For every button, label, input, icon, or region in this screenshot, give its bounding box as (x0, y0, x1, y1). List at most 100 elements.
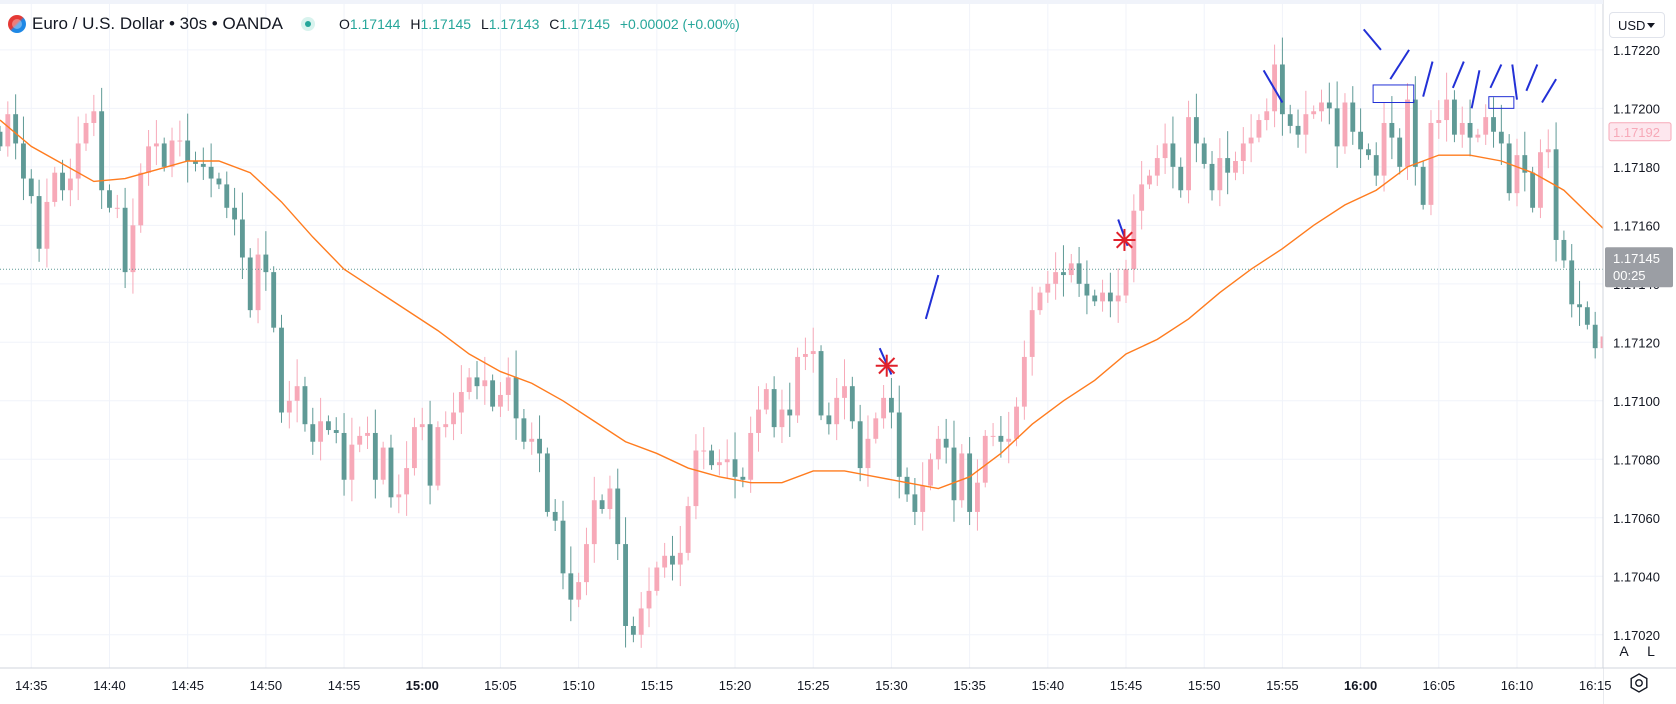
candle-body (1452, 99, 1457, 135)
candle-body (740, 476, 746, 480)
candle-body (552, 511, 558, 521)
candle-body (325, 421, 331, 431)
candle-body (1506, 143, 1512, 194)
symbol-legend[interactable]: Euro / U.S. Dollar • 30s • OANDA O1.1714… (8, 12, 740, 36)
candle-body (1217, 158, 1223, 191)
candle-body (404, 468, 410, 495)
candle-body (99, 111, 105, 191)
candle-body (568, 573, 574, 600)
candle-body (1178, 166, 1184, 191)
candle-body (107, 190, 112, 208)
candle-body (341, 432, 347, 480)
candle-body (1264, 111, 1270, 121)
candle-body (1233, 160, 1238, 173)
time-tick-label: 15:00 (406, 678, 439, 693)
drawing-star-mark (878, 357, 896, 375)
drawing-trend-line (1451, 61, 1465, 89)
candle-body (990, 435, 996, 437)
candle-body (826, 415, 832, 425)
candle-body (1483, 117, 1489, 135)
candle-body (646, 590, 652, 609)
candle-body (1303, 114, 1309, 135)
drawing-trend-line (924, 274, 940, 320)
price-tick-label: 1.17020 (1613, 628, 1660, 643)
candle-body (1045, 283, 1051, 293)
gear-icon[interactable] (1628, 672, 1650, 694)
candle-body (1514, 155, 1520, 194)
time-tick-label: 15:30 (875, 678, 908, 693)
currency-select[interactable]: USD (1609, 12, 1665, 38)
ma-price-label: 1.17192 (1613, 125, 1660, 140)
candle-body (1256, 120, 1262, 138)
candle-body (1240, 143, 1246, 161)
candle-body (732, 459, 738, 477)
candle-body (138, 172, 144, 226)
candle-body (44, 201, 50, 249)
time-tick-label: 15:35 (953, 678, 986, 693)
candle-body (1538, 152, 1543, 208)
candle-body (1037, 292, 1043, 311)
candle-body (114, 207, 120, 209)
candle-body (638, 608, 644, 635)
candle-body (1389, 122, 1395, 138)
candle-body (576, 582, 582, 600)
candle-body (169, 140, 175, 167)
time-tick-label: 16:05 (1423, 678, 1456, 693)
drawing-trend-line (1470, 70, 1481, 109)
candle-body (779, 409, 785, 428)
drawing-star-mark (1115, 231, 1133, 249)
candle-body (13, 114, 19, 144)
ma-price-badge (1608, 122, 1672, 142)
candle-body (216, 178, 222, 185)
candle-body (75, 143, 81, 179)
candle-body (279, 327, 284, 413)
candle-body (380, 447, 386, 480)
candle-body (52, 172, 58, 202)
candle-body (810, 351, 816, 355)
time-tick-label: 14:50 (250, 678, 283, 693)
candle-body (451, 412, 456, 425)
candle-body (1545, 149, 1551, 153)
candle-body (1092, 295, 1098, 302)
candle-body (951, 447, 957, 501)
time-tick-label: 14:40 (93, 678, 126, 693)
time-tick-label: 15:20 (719, 678, 752, 693)
candle-body (263, 254, 269, 273)
time-tick-label: 15:10 (562, 678, 595, 693)
candle-body (771, 389, 777, 428)
candle-body (294, 386, 300, 401)
drawing-trend-line (1389, 49, 1410, 80)
price-tick-label: 1.17100 (1613, 394, 1660, 409)
candle-body (146, 146, 151, 173)
time-tick-label: 15:40 (1032, 678, 1065, 693)
candle-body (1029, 310, 1035, 357)
candle-body (998, 435, 1004, 442)
symbol-title[interactable]: Euro / U.S. Dollar • 30s • OANDA (32, 14, 283, 33)
log-scale-button[interactable]: L (1640, 640, 1662, 662)
candle-body (795, 356, 801, 416)
candle-body (271, 272, 277, 328)
candle-body (21, 143, 26, 179)
candle-body (521, 418, 527, 442)
time-tick-label: 15:45 (1110, 678, 1143, 693)
candle-body (1592, 324, 1598, 349)
candle-body (1162, 143, 1168, 159)
candle-body (537, 438, 542, 454)
time-tick-label: 15:55 (1266, 678, 1299, 693)
candle-body (185, 140, 191, 161)
auto-scale-button[interactable]: A (1613, 640, 1635, 662)
time-tick-label: 14:55 (328, 678, 361, 693)
candle-body (1444, 99, 1450, 121)
candle-body (310, 424, 316, 442)
candle-body (943, 438, 949, 448)
candle-body (865, 438, 871, 469)
candle-body (1209, 163, 1215, 191)
candle-body (834, 397, 840, 425)
candle-body (1186, 117, 1191, 191)
candle-body (1498, 131, 1504, 144)
candle-body (474, 377, 480, 387)
drawing-trend-line (1525, 64, 1539, 92)
candle-body (349, 444, 355, 480)
countdown-label: 00:25 (1613, 268, 1646, 283)
